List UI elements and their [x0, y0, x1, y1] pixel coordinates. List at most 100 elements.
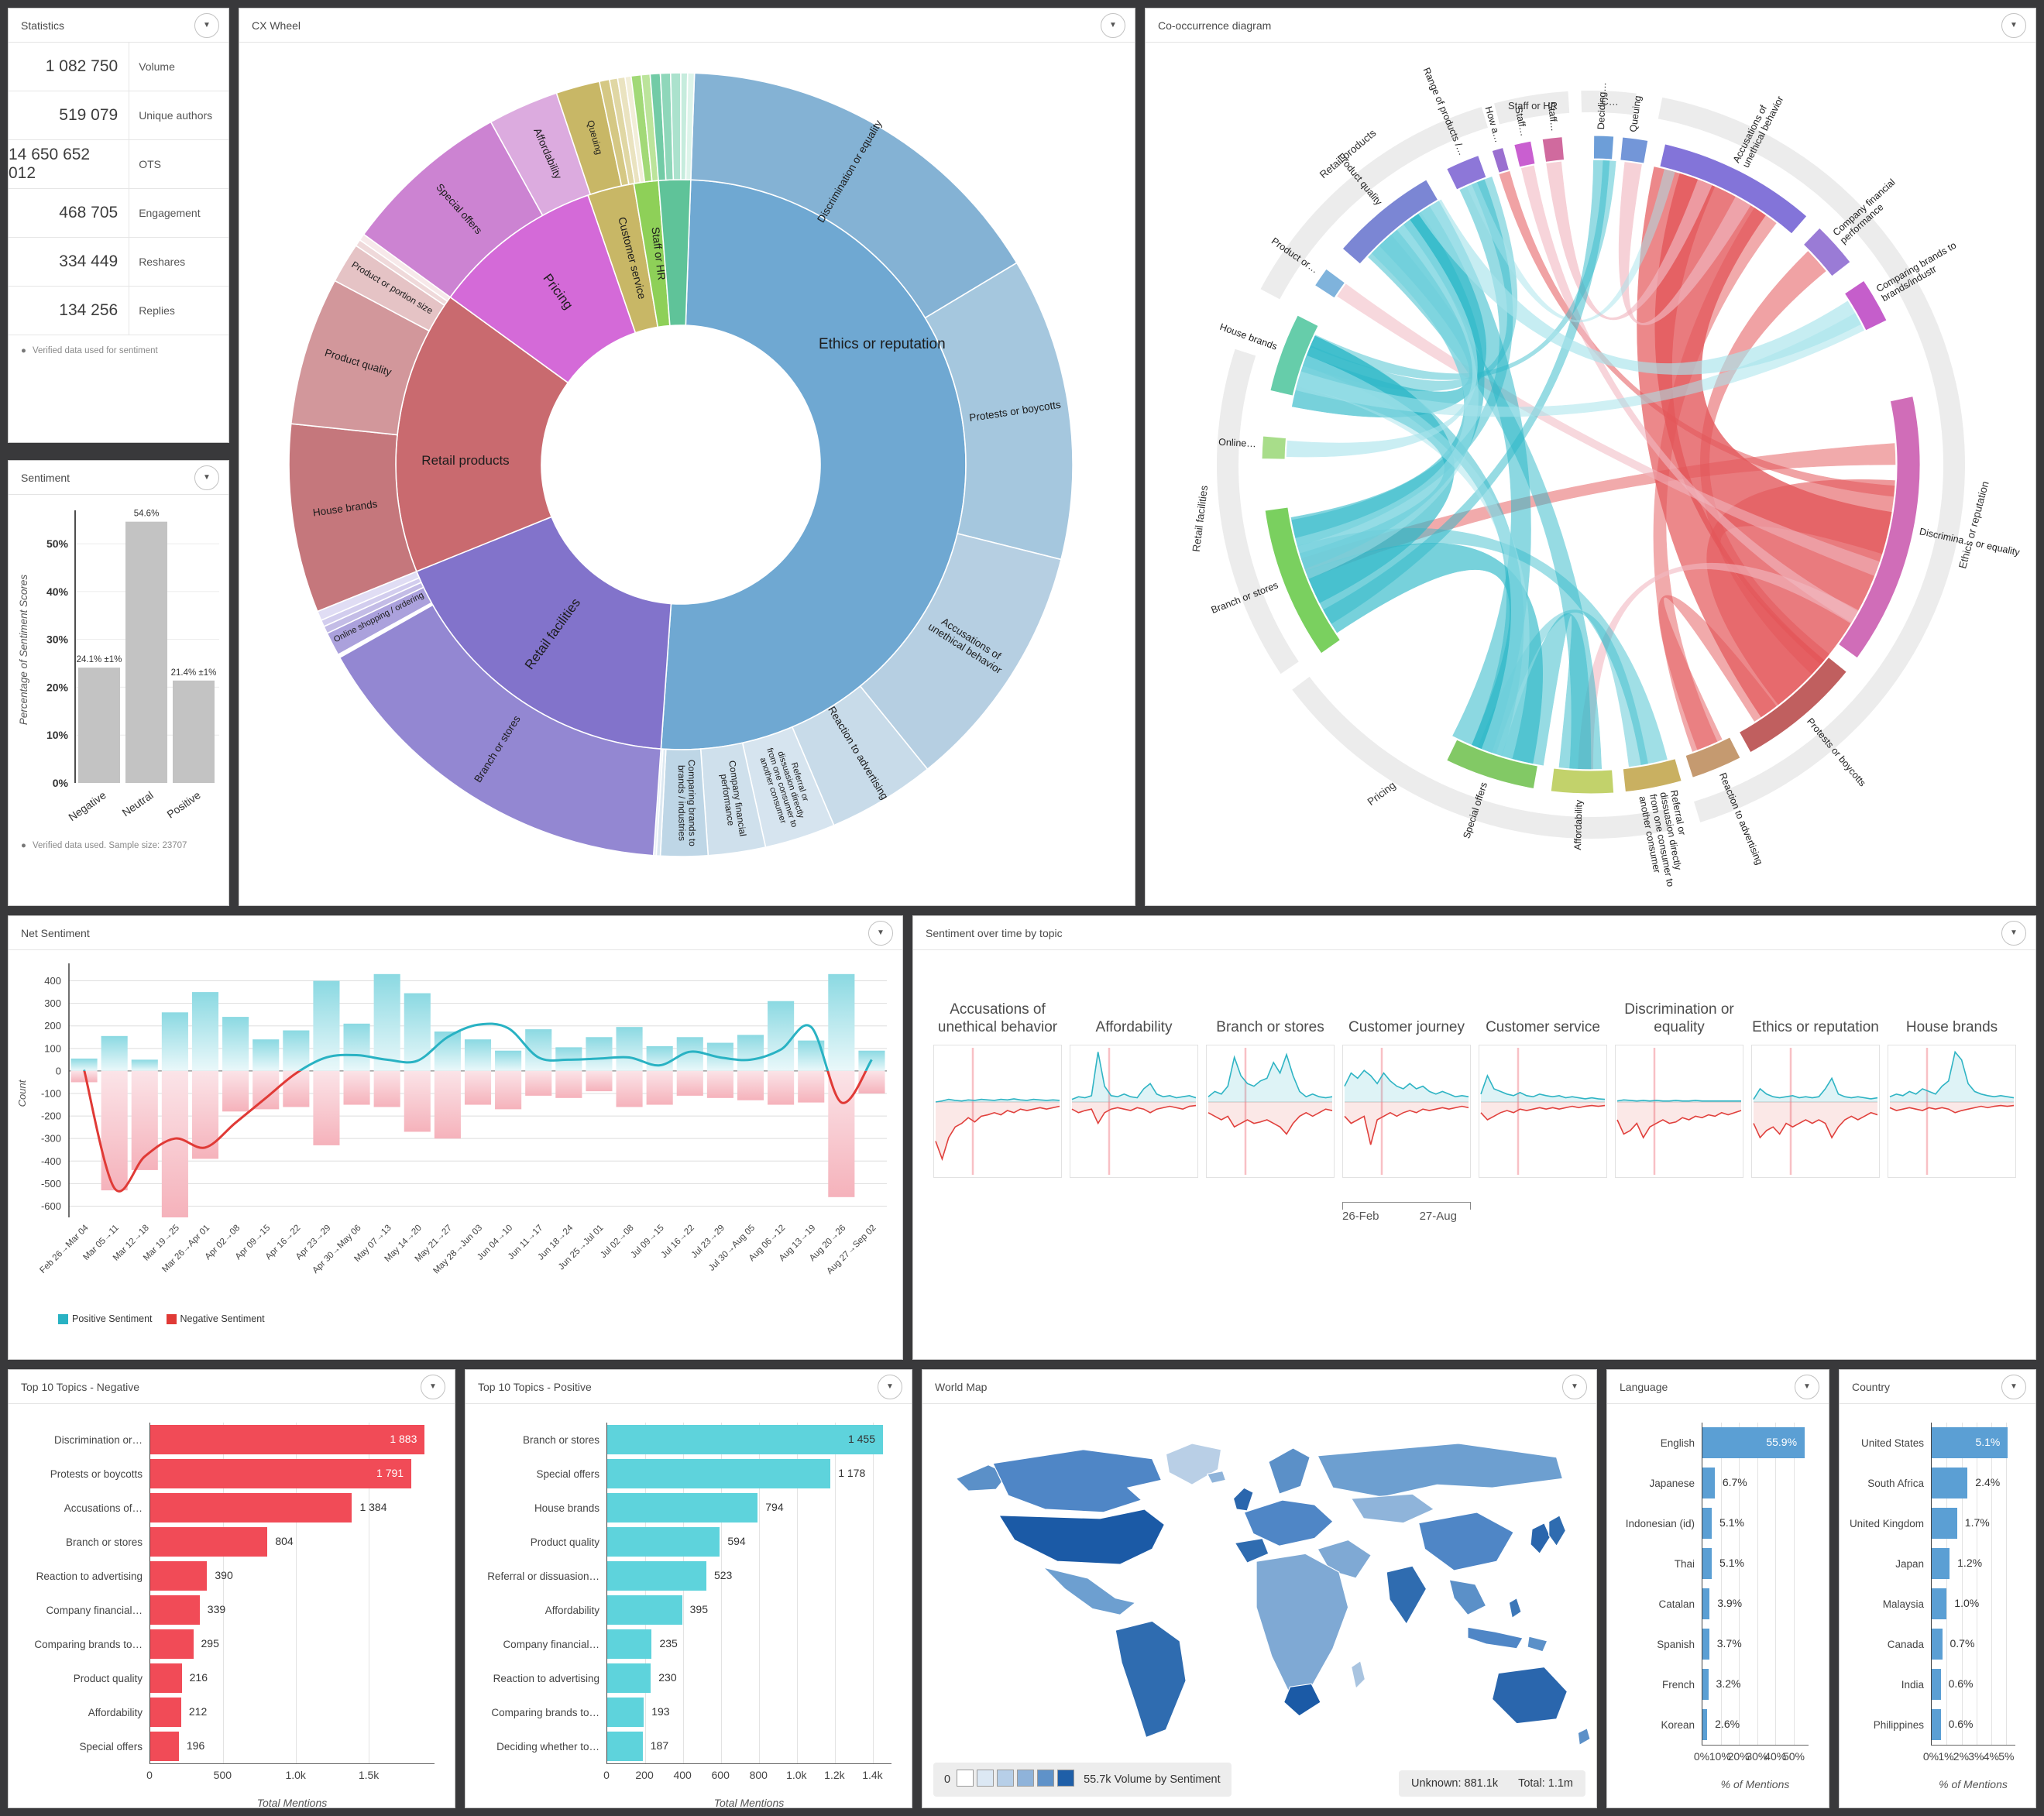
bar[interactable] [607, 1629, 652, 1659]
bar[interactable] [150, 1732, 179, 1761]
country-shape[interactable] [1243, 1499, 1334, 1547]
negative-bar[interactable] [373, 1070, 400, 1107]
country-shape[interactable] [1577, 1727, 1591, 1746]
bar[interactable] [1702, 1629, 1709, 1660]
chord-topic-arc[interactable] [1592, 135, 1615, 160]
country-shape[interactable] [1417, 1512, 1515, 1571]
negative-bar[interactable] [283, 1070, 310, 1107]
bar[interactable] [607, 1698, 644, 1727]
collapse-button[interactable]: ▼ [194, 12, 219, 38]
chord-topic-arc[interactable] [1738, 656, 1847, 754]
bar[interactable] [1932, 1709, 1941, 1740]
positive-bar[interactable] [70, 1058, 98, 1071]
bar[interactable] [607, 1732, 643, 1761]
negative-bar[interactable] [343, 1070, 370, 1105]
country-shape[interactable] [1467, 1626, 1524, 1650]
bar[interactable] [150, 1459, 412, 1488]
bar[interactable] [1932, 1427, 2008, 1458]
negative-bar[interactable] [525, 1070, 552, 1096]
chord-topic-arc[interactable] [1314, 268, 1346, 299]
chord-ribbon[interactable] [1501, 613, 1592, 770]
bar[interactable] [1932, 1588, 1947, 1619]
chord-topic-arc[interactable] [1622, 758, 1682, 793]
bar[interactable] [1932, 1629, 1943, 1660]
chord-ribbon[interactable] [1546, 161, 1712, 321]
bar[interactable] [1702, 1427, 1805, 1458]
country-shape[interactable] [992, 1449, 1163, 1513]
sentiment-bar[interactable] [78, 668, 120, 783]
country-shape[interactable] [1386, 1565, 1427, 1625]
negative-bar[interactable] [70, 1070, 98, 1083]
country-shape[interactable] [1527, 1636, 1548, 1653]
bar[interactable] [1932, 1669, 1941, 1700]
negative-bar[interactable] [706, 1070, 733, 1098]
bar[interactable] [1702, 1508, 1712, 1539]
negative-bar[interactable] [616, 1070, 643, 1107]
country-shape[interactable] [1042, 1566, 1137, 1616]
negative-bar[interactable] [798, 1070, 825, 1103]
chord-ribbon[interactable] [1466, 169, 1675, 323]
positive-bar[interactable] [373, 973, 400, 1071]
country-shape[interactable] [1530, 1522, 1551, 1555]
country-shape[interactable] [1234, 1537, 1269, 1564]
collapse-button[interactable]: ▼ [421, 1374, 445, 1399]
sentiment-bar[interactable] [125, 521, 167, 783]
positive-bar[interactable] [343, 1023, 370, 1071]
bar[interactable] [150, 1663, 182, 1693]
chord-topic-arc[interactable] [1837, 396, 1921, 659]
chord-topic-arc[interactable] [1685, 736, 1741, 778]
negative-bar[interactable] [646, 1070, 673, 1105]
country-shape[interactable] [1256, 1553, 1349, 1695]
country-shape[interactable] [1232, 1487, 1254, 1512]
bar[interactable] [1702, 1588, 1710, 1619]
negative-bar[interactable] [858, 1070, 885, 1093]
country-shape[interactable] [1283, 1683, 1321, 1717]
collapse-button[interactable]: ▼ [2001, 12, 2026, 38]
negative-bar[interactable] [586, 1070, 613, 1092]
chord-group-arc[interactable] [1260, 107, 1488, 300]
positive-bar[interactable] [586, 1037, 613, 1071]
positive-bar[interactable] [768, 1001, 795, 1071]
chord-ribbon[interactable] [1297, 355, 1530, 759]
positive-bar[interactable] [191, 992, 219, 1071]
bar[interactable] [1702, 1669, 1709, 1700]
bar[interactable] [1932, 1548, 1950, 1579]
bar[interactable] [607, 1425, 883, 1454]
negative-bar[interactable] [131, 1070, 158, 1170]
positive-bar[interactable] [222, 1017, 249, 1071]
country-shape[interactable] [1350, 1660, 1366, 1690]
bar[interactable] [150, 1698, 181, 1727]
chord-topic-arc[interactable] [1446, 739, 1538, 790]
bar[interactable] [607, 1527, 720, 1557]
bar[interactable] [607, 1561, 706, 1591]
negative-bar[interactable] [101, 1070, 128, 1191]
chord-topic-arc[interactable] [1446, 154, 1487, 191]
positive-bar[interactable] [131, 1059, 158, 1071]
bar[interactable] [1932, 1508, 1957, 1539]
negative-bar[interactable] [161, 1070, 188, 1217]
chord-topic-arc[interactable] [1802, 227, 1851, 277]
country-shape[interactable] [1548, 1514, 1567, 1547]
chord-topic-arc[interactable] [1659, 143, 1808, 235]
negative-bar[interactable] [828, 1070, 855, 1197]
negative-bar[interactable] [464, 1070, 492, 1105]
chord-ribbon[interactable] [1295, 313, 1865, 417]
negative-bar[interactable] [404, 1070, 431, 1132]
positive-bar[interactable] [404, 993, 431, 1071]
positive-bar[interactable] [828, 973, 855, 1071]
sunburst-segment[interactable] [685, 72, 696, 181]
positive-bar[interactable] [737, 1035, 764, 1071]
chord-ribbon[interactable] [1658, 595, 1777, 750]
sentiment-bar[interactable] [173, 680, 215, 783]
negative-bar[interactable] [495, 1070, 522, 1110]
collapse-button[interactable]: ▼ [2001, 1374, 2026, 1399]
bar[interactable] [1702, 1468, 1715, 1498]
bar[interactable] [607, 1663, 651, 1693]
sunburst-segment[interactable] [338, 604, 662, 857]
bar[interactable] [1702, 1548, 1712, 1579]
country-shape[interactable] [1350, 1493, 1435, 1524]
positive-bar[interactable] [464, 1039, 492, 1071]
negative-bar[interactable] [222, 1070, 249, 1112]
positive-bar[interactable] [616, 1027, 643, 1071]
country-shape[interactable] [1508, 1597, 1522, 1619]
